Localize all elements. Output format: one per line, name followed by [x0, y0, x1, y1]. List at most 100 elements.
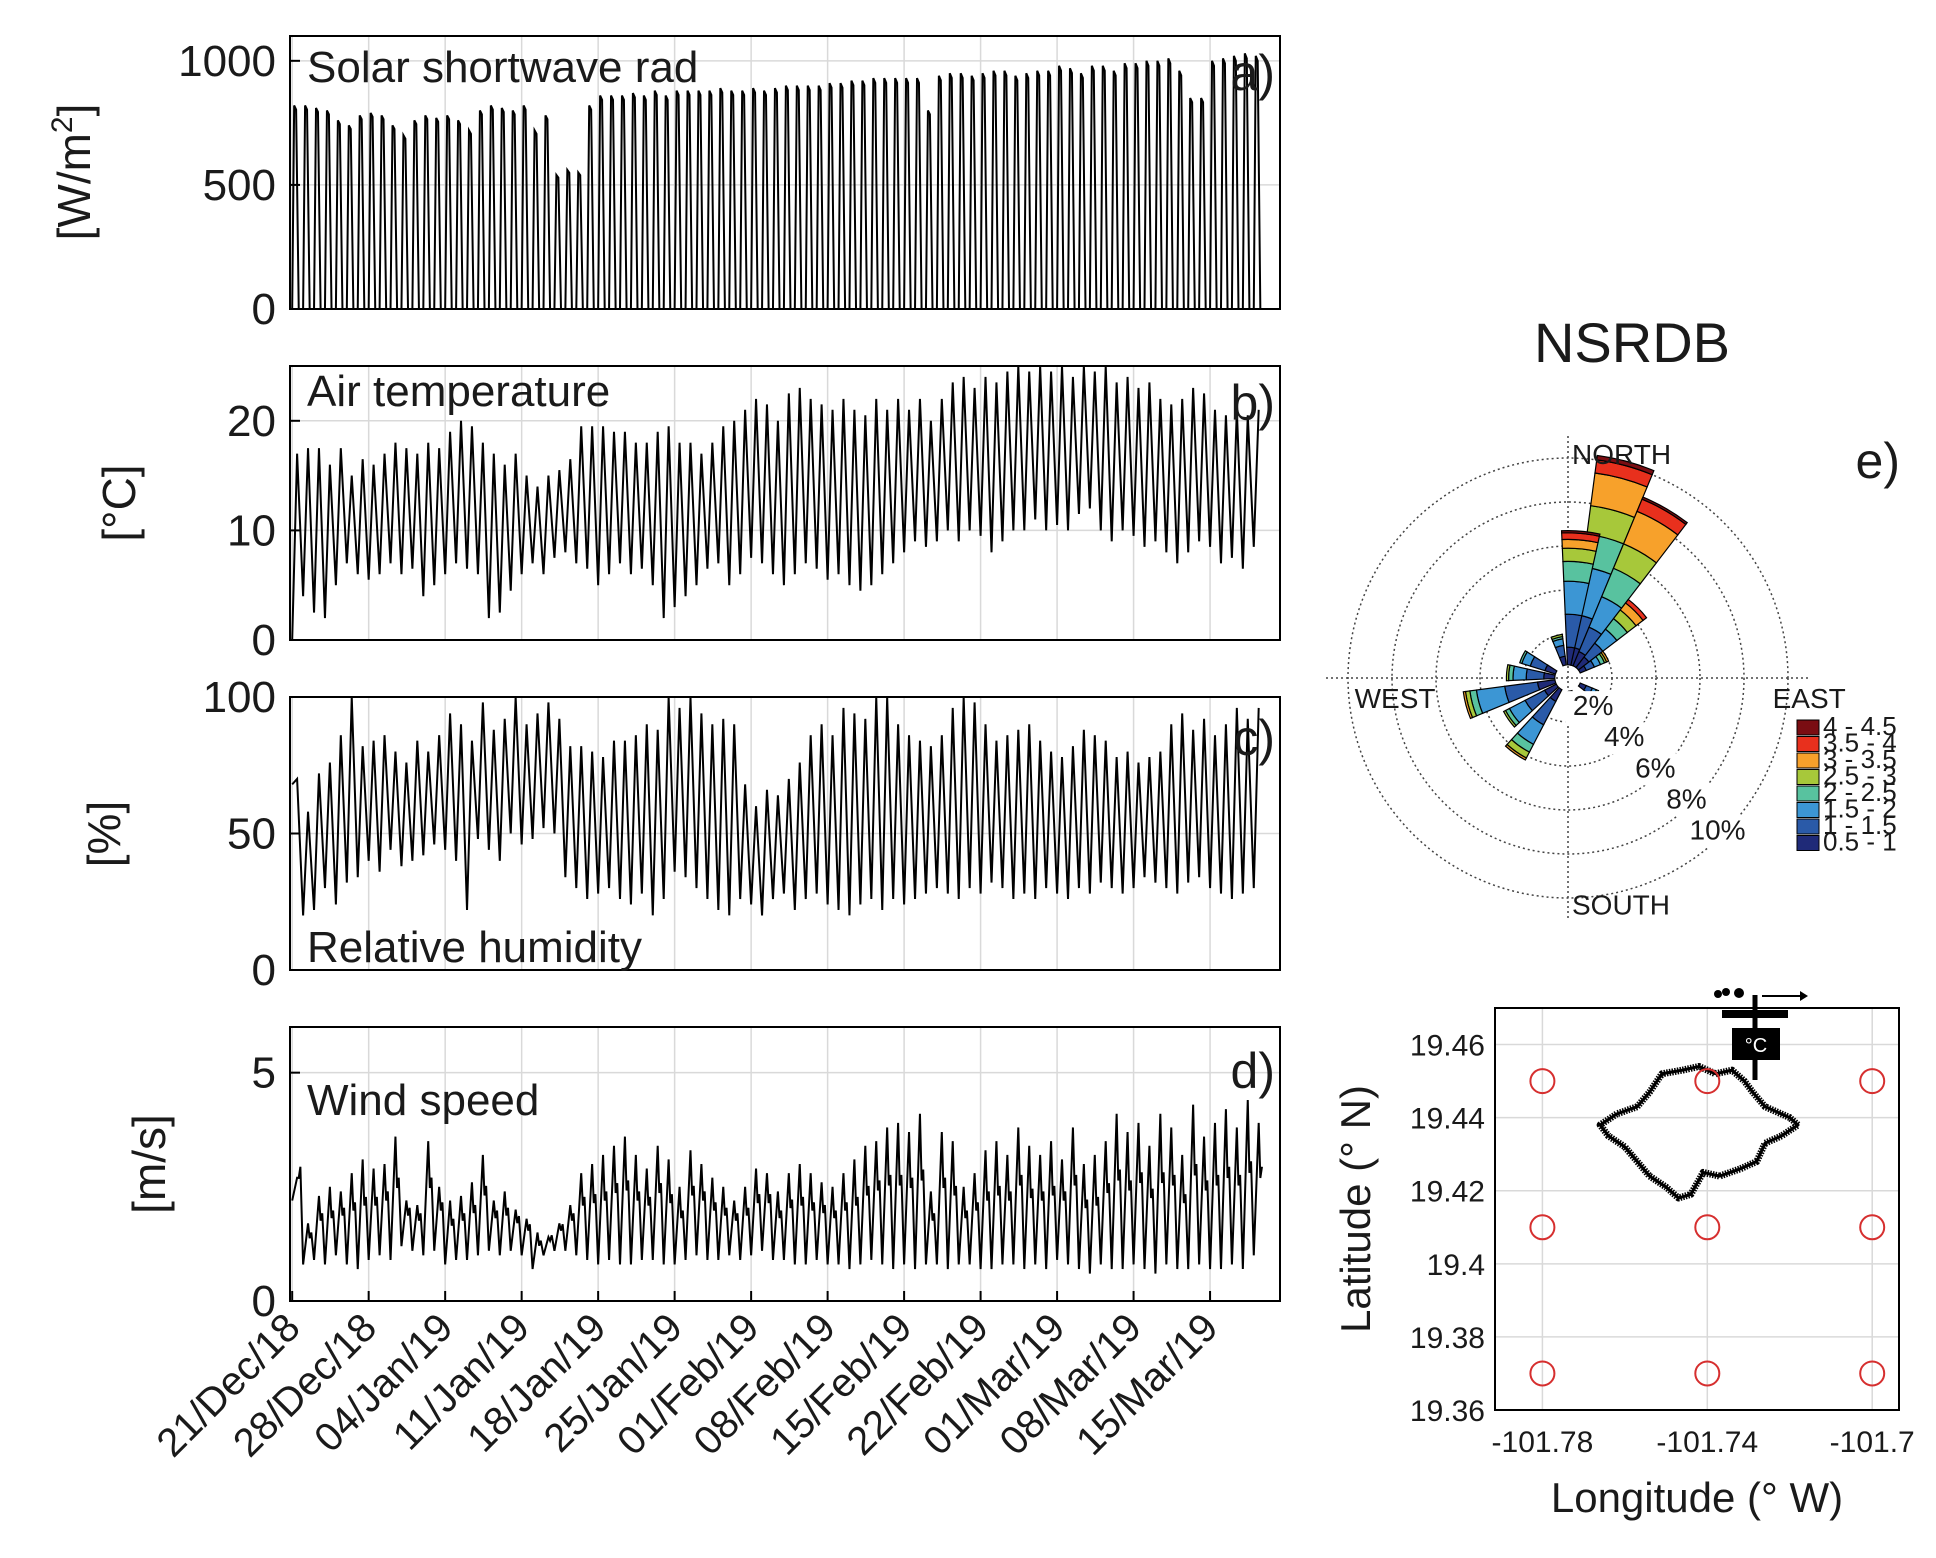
panel-a: 0 500 1000 Solar shortwave rad a) [W/m2] — [46, 35, 1281, 334]
map-ytick-label: 19.42 — [1410, 1176, 1485, 1209]
legend-swatch — [1796, 802, 1820, 818]
windrose-direction-label: SOUTH — [1572, 890, 1670, 921]
windrose-bar-segment — [1502, 709, 1517, 728]
legend-swatch — [1796, 818, 1820, 835]
legend-label: 1 - 1.5 — [1823, 810, 1897, 840]
grid-point-marker — [1859, 1214, 1886, 1241]
windrose-pct-label: 4% — [1604, 721, 1644, 752]
panel-d-letter: d) — [1231, 1043, 1275, 1099]
grid-point-marker — [1694, 1068, 1721, 1095]
windrose-labels: NORTH EAST SOUTH WEST 2%4%6%8%10% — [1355, 439, 1846, 921]
grid-point-marker — [1529, 1360, 1556, 1387]
windrose-bar-segment — [1560, 530, 1601, 537]
map-grid — [1495, 1008, 1899, 1411]
panel-a-frame — [289, 35, 1281, 310]
ytick-label: 5 — [252, 1049, 276, 1098]
panel-map: -101.78 -101.74 -101.7 19.36 19.38 19.4 19.42 1… — [1332, 988, 1915, 1521]
legend-label: 3 - 3.5 — [1823, 744, 1897, 774]
panel-e-letter: e) — [1856, 433, 1900, 489]
windrose-bar-segment — [1550, 633, 1564, 641]
legend-label: 4 - 4.5 — [1823, 711, 1897, 741]
windrose-bar-segment — [1525, 668, 1546, 681]
grid-point-marker — [1859, 1360, 1886, 1387]
windrose-bar-segment — [1600, 650, 1610, 663]
panel-c-label: Relative humidity — [307, 923, 642, 972]
weather-station-icon: °C — [1714, 988, 1808, 1080]
panel-a-series — [291, 53, 1262, 310]
panel-d-label: Wind speed — [307, 1076, 539, 1125]
windrose-bar-segment — [1512, 665, 1528, 682]
ytick-label: 0 — [252, 1277, 276, 1326]
windrose-direction-label: NORTH — [1572, 439, 1671, 470]
panel-a-letter: a) — [1231, 45, 1275, 101]
panel-b-label: Air temperature — [307, 367, 610, 416]
ytick-label: 0 — [252, 946, 276, 995]
windrose-bar-segment — [1505, 663, 1511, 682]
panel-c-ylabel: [%] — [78, 801, 130, 867]
map-ticks: -101.78 -101.74 -101.7 19.36 19.38 19.4 19.42 1… — [1410, 1030, 1915, 1459]
map-xtick-label: -101.78 — [1492, 1426, 1594, 1459]
ytick-label: 500 — [203, 161, 276, 210]
panel-d-yticks: 05 — [252, 1049, 300, 1326]
windrose-pct-bg — [1689, 815, 1746, 848]
windrose-pct-label: 10% — [1690, 815, 1746, 846]
panel-b-letter: b) — [1231, 375, 1275, 431]
ytick-label: 100 — [203, 673, 276, 722]
panel-b: 0 10 20 Air temperature b) [°C] — [93, 365, 1281, 665]
map-ytick-label: 19.46 — [1410, 1030, 1485, 1063]
windrose-bar-segment — [1518, 649, 1529, 665]
ytick-label: 0 — [252, 616, 276, 665]
grid-point-marker — [1529, 1214, 1556, 1241]
map-ytick-label: 19.44 — [1410, 1103, 1485, 1136]
windrose-pct-bg — [1627, 753, 1684, 786]
panel-e: NSRDB e) NORTH EAST SOUTH WEST 2%4%6%8%10% 4… — [1326, 311, 1900, 921]
panel-b-ylabel: [°C] — [93, 464, 145, 541]
windrose-bar-segment — [1562, 560, 1594, 585]
windrose-direction-label: WEST — [1355, 683, 1436, 714]
grid-point-marker — [1694, 1214, 1721, 1241]
map-ytick-label: 19.38 — [1410, 1322, 1485, 1355]
panel-d-series — [291, 1100, 1263, 1274]
legend-label: 0.5 - 1 — [1823, 827, 1897, 857]
windrose-bars — [1462, 454, 1689, 761]
panel-a-yticks: 0 500 1000 — [178, 37, 300, 334]
legend-swatch — [1796, 752, 1820, 769]
legend-swatch — [1796, 719, 1820, 736]
map-xtick-label: -101.7 — [1830, 1426, 1915, 1459]
panel-a-ylabel: [W/m2] — [46, 104, 100, 241]
ytick-label: 20 — [227, 397, 276, 446]
grid-point-marker — [1694, 1360, 1721, 1387]
grid-point-marker — [1859, 1068, 1886, 1095]
map-ytick-label: 19.36 — [1410, 1395, 1485, 1428]
windrose-pct-bg — [1658, 784, 1715, 817]
panel-b-yticks: 0 10 20 — [227, 397, 300, 665]
panel-c: 0 50 100 Relative humidity c) [%] — [78, 673, 1281, 995]
windrose-bar-segment — [1641, 496, 1689, 526]
windrose-pct-label: 8% — [1666, 783, 1706, 814]
panel-d-grid — [290, 1027, 1280, 1302]
panel-a-label: Solar shortwave rad — [307, 43, 698, 92]
windrose-title: NSRDB — [1534, 311, 1730, 374]
panel-d-frame — [289, 1026, 1281, 1302]
windrose-pct-label: 2% — [1573, 690, 1613, 721]
grid-point-marker — [1529, 1068, 1556, 1095]
legend-label: 2.5 - 3 — [1823, 761, 1897, 791]
ytick-label: 50 — [227, 810, 276, 859]
windrose-pct-label: 6% — [1635, 752, 1675, 783]
map-frame — [1494, 1007, 1900, 1411]
windrose-direction-label: EAST — [1773, 683, 1846, 714]
panel-d-xticks: 21/Dec/1828/Dec/1804/Jan/1911/Jan/1918/J… — [149, 1291, 1226, 1465]
panel-c-yticks: 0 50 100 — [203, 673, 300, 995]
legend-label: 1.5 - 2 — [1823, 794, 1897, 824]
panel-d: 05 Wind speed d) [m/s] 21/Dec/1828/Dec/1… — [123, 1026, 1281, 1465]
map-xlabel: Longitude (° W) — [1551, 1474, 1843, 1521]
windrose-bar-segment — [1462, 690, 1474, 720]
ytick-label: 10 — [227, 506, 276, 555]
windrose-bar-segment — [1624, 598, 1648, 622]
map-xtick-label: -101.74 — [1656, 1426, 1758, 1459]
windrose-pct-bg — [1565, 691, 1622, 724]
legend-swatch — [1796, 736, 1820, 752]
legend-label: 2 - 2.5 — [1823, 777, 1897, 807]
panel-c-series — [291, 696, 1260, 916]
